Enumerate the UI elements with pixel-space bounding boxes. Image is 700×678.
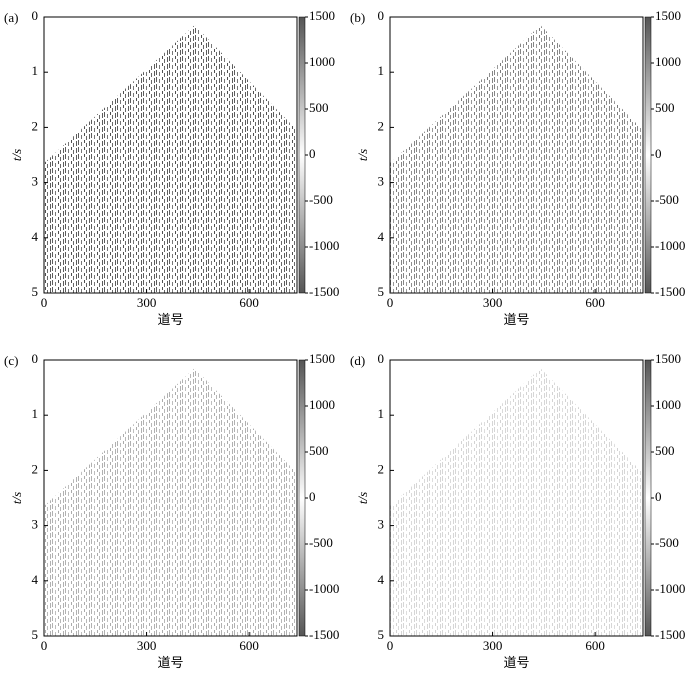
y-axis-label: t/s	[355, 149, 370, 161]
y-tick-label: 2	[32, 118, 39, 133]
colorbar-tick-label: 500	[309, 443, 329, 458]
y-tick-label: 3	[32, 174, 39, 189]
x-tick-label: 300	[137, 295, 157, 310]
colorbar-tick-label: 1500	[655, 351, 681, 366]
colorbar-tick-label: -1000	[309, 238, 339, 253]
colorbar-tick-label: -500	[655, 535, 679, 550]
x-tick-label: 300	[483, 638, 503, 653]
y-tick-label: 4	[378, 229, 385, 244]
y-tick-label: 1	[378, 406, 385, 421]
x-tick-label: 0	[387, 295, 394, 310]
x-axis-label: 道号	[157, 312, 183, 327]
y-tick-label: 4	[32, 229, 39, 244]
plot-frame	[43, 16, 298, 294]
x-tick-label: 300	[483, 295, 503, 310]
y-tick-label: 5	[378, 627, 385, 642]
x-tick-label: 0	[41, 638, 48, 653]
y-tick-label: 0	[378, 351, 385, 366]
panel: (c) 0 300 600 0 1 2 3 4 5 道号 t/s 1500 1000 500 0 -500 -10…	[4, 351, 339, 670]
x-tick-label: 600	[239, 295, 259, 310]
colorbar-tick-label: 1500	[309, 351, 335, 366]
panel-label: (d)	[350, 353, 365, 368]
panel-label: (a)	[4, 10, 18, 25]
y-tick-label: 5	[378, 284, 385, 299]
plot-frame	[389, 16, 644, 294]
colorbar-tick-label: -1500	[309, 627, 339, 642]
panel-label: (c)	[4, 353, 18, 368]
y-tick-label: 4	[32, 572, 39, 587]
x-tick-label: 600	[585, 638, 605, 653]
colorbar	[298, 359, 306, 637]
colorbar-tick-label: 1500	[309, 8, 335, 23]
colorbar	[298, 16, 306, 294]
colorbar-tick-label: 0	[655, 489, 662, 504]
colorbar-tick-label: 1000	[655, 54, 681, 69]
y-tick-label: 0	[378, 8, 385, 23]
y-tick-label: 3	[378, 174, 385, 189]
y-axis-label: t/s	[9, 149, 24, 161]
x-axis-label: 道号	[157, 655, 183, 670]
y-tick-label: 4	[378, 572, 385, 587]
colorbar-tick-label: 1500	[655, 8, 681, 23]
x-axis-label: 道号	[503, 655, 529, 670]
colorbar-tick-label: -1000	[655, 581, 685, 596]
y-tick-label: 2	[378, 461, 385, 476]
x-tick-label: 600	[239, 638, 259, 653]
colorbar-tick-label: 500	[655, 100, 675, 115]
colorbar-tick-label: -1000	[655, 238, 685, 253]
colorbar-tick-label: 500	[309, 100, 329, 115]
colorbar-tick-label: -1500	[655, 627, 685, 642]
colorbar-tick-label: -500	[309, 535, 333, 550]
y-tick-label: 1	[378, 63, 385, 78]
wavefield	[390, 368, 643, 636]
y-tick-label: 3	[378, 517, 385, 532]
plot-frame	[43, 359, 298, 637]
colorbar	[644, 16, 652, 294]
y-tick-label: 3	[32, 517, 39, 532]
wavefield	[44, 25, 297, 294]
colorbar-tick-label: 0	[309, 146, 316, 161]
y-tick-label: 5	[32, 284, 39, 299]
panel: (a) 0 300 600 0 1 2 3 4 5 道号 t/s 1500 1000 500 0 -500 -10…	[4, 8, 339, 327]
x-tick-label: 300	[137, 638, 157, 653]
panel-label: (b)	[350, 10, 365, 25]
x-tick-label: 0	[41, 295, 48, 310]
x-tick-label: 600	[585, 295, 605, 310]
x-axis-label: 道号	[503, 312, 529, 327]
wavefield	[390, 25, 643, 294]
colorbar-tick-label: -500	[655, 192, 679, 207]
colorbar-tick-label: 1000	[655, 397, 681, 412]
colorbar-tick-label: 1000	[309, 397, 335, 412]
colorbar-tick-label: -500	[309, 192, 333, 207]
y-tick-label: 1	[32, 63, 39, 78]
plot-frame	[389, 359, 644, 637]
y-tick-label: 2	[378, 118, 385, 133]
colorbar-tick-label: -1500	[309, 284, 339, 299]
colorbar-tick-label: 0	[309, 489, 316, 504]
x-tick-label: 0	[387, 638, 394, 653]
colorbar-tick-label: 0	[655, 146, 662, 161]
colorbar-tick-label: 500	[655, 443, 675, 458]
y-tick-label: 0	[32, 8, 39, 23]
y-tick-label: 5	[32, 627, 39, 642]
panel: (d) 0 300 600 0 1 2 3 4 5 道号 t/s 1500 1000 500 0 -500 -10…	[350, 351, 685, 670]
y-tick-label: 2	[32, 461, 39, 476]
colorbar-tick-label: 1000	[309, 54, 335, 69]
y-axis-label: t/s	[9, 492, 24, 504]
y-tick-label: 1	[32, 406, 39, 421]
y-axis-label: t/s	[355, 492, 370, 504]
colorbar	[644, 359, 652, 637]
panel: (b) 0 300 600 0 1 2 3 4 5 道号 t/s 1500 1000 500 0 -500 -10…	[350, 8, 685, 327]
wavefield	[44, 368, 297, 636]
y-tick-label: 0	[32, 351, 39, 366]
colorbar-tick-label: -1500	[655, 284, 685, 299]
colorbar-tick-label: -1000	[309, 581, 339, 596]
